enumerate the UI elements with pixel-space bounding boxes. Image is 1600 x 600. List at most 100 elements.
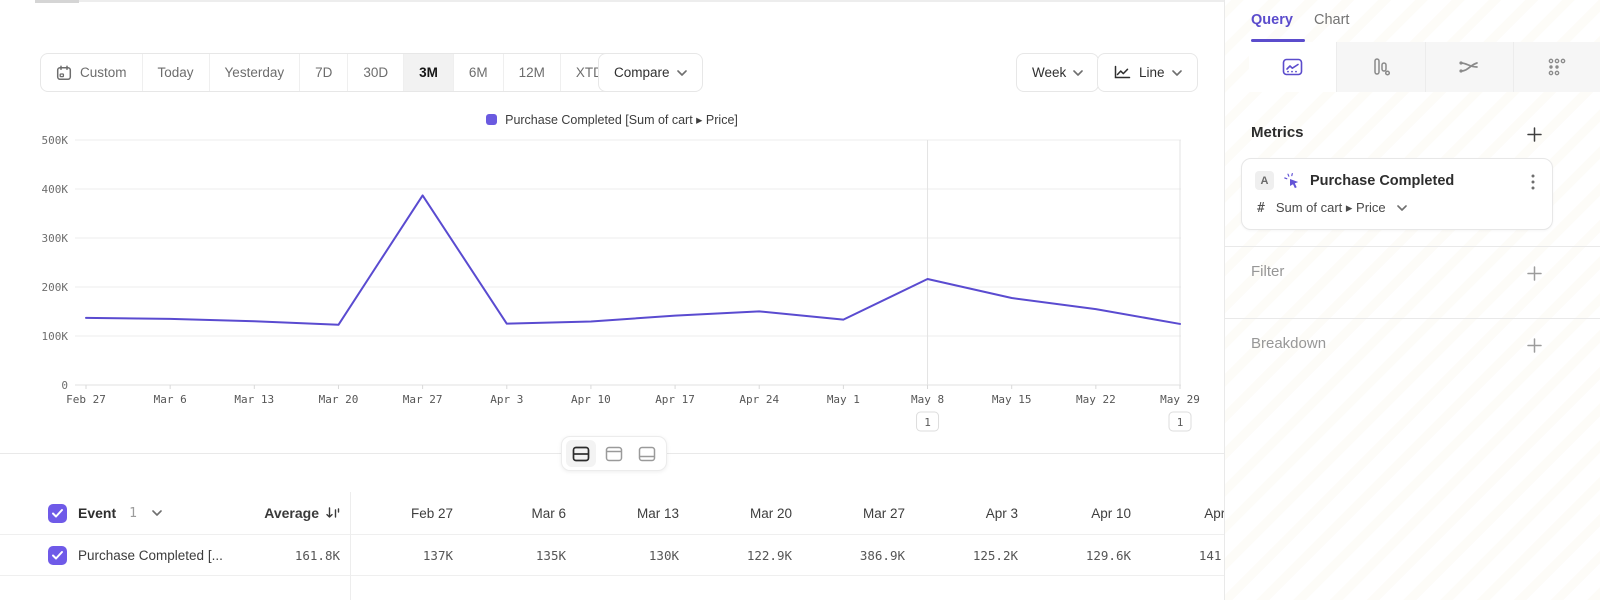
table-header-row: Event 1 Average Feb 27 Mar 6 Mar 13 Mar 20 M… <box>0 492 1224 534</box>
chart-type-flow[interactable] <box>1424 42 1513 92</box>
sort-descending-icon[interactable] <box>325 506 340 520</box>
event-count: 1 <box>129 505 137 521</box>
compare-button[interactable]: Compare <box>598 53 703 92</box>
line-chart-canvas[interactable]: 0 100K 200K 300K 400K 500K Feb 27 Mar 6 Mar 13 Ma… <box>0 0 1224 480</box>
chart-type-bar[interactable] <box>1336 42 1425 92</box>
chevron-down-icon <box>1073 69 1084 76</box>
table-date-column-header[interactable]: Mar 13 <box>636 505 679 521</box>
table-date-column-header[interactable]: Mar 27 <box>862 505 905 521</box>
x-axis-tick-label: Mar 20 <box>319 393 359 406</box>
chart-only-toggle[interactable] <box>599 440 629 467</box>
calendar-icon <box>56 64 72 81</box>
range-yesterday[interactable]: Yesterday <box>208 54 300 91</box>
add-metric-button[interactable] <box>1521 121 1547 147</box>
annotation-badge-count: 1 <box>924 416 931 429</box>
table-date-column-header[interactable]: Apr 10 <box>1091 505 1131 521</box>
x-axis-tick-label: Mar 27 <box>403 393 443 406</box>
y-axis-tick-label: 200K <box>42 281 69 294</box>
row-cell-value: 141.6K <box>1198 547 1224 563</box>
y-axis-tick-label: 100K <box>42 330 69 343</box>
metric-card[interactable]: A Purchase Completed # Sum of cart ▸ Pri… <box>1241 158 1553 230</box>
annotation-badge-count: 1 <box>1177 416 1184 429</box>
event-column-label: Event <box>78 505 117 521</box>
row-event-name: Purchase Completed [... <box>78 547 223 563</box>
range-12m[interactable]: 12M <box>502 54 560 91</box>
series-label: Purchase Completed [Sum of cart ▸ Price] <box>505 113 738 127</box>
row-cell-value: 130K <box>648 547 679 563</box>
series-swatch <box>486 114 498 125</box>
range-30d[interactable]: 30D <box>347 54 403 91</box>
flow-icon <box>1459 61 1478 73</box>
select-all-checkbox[interactable] <box>48 503 67 523</box>
x-axis-tick-label: Apr 24 <box>739 393 779 406</box>
scroll-indicator <box>35 0 79 3</box>
chevron-down-icon <box>1171 69 1182 76</box>
table-date-column-header[interactable]: Mar 20 <box>749 505 792 521</box>
y-axis-tick-label: 0 <box>61 379 68 392</box>
bar-chart-icon <box>1374 58 1390 76</box>
split-view-toggle[interactable] <box>566 440 596 467</box>
range-today[interactable]: Today <box>141 54 209 91</box>
metric-menu-kebab-icon[interactable] <box>1524 173 1542 191</box>
chart-type-selector <box>1249 42 1600 92</box>
row-cell-value: 129.6K <box>1085 547 1131 563</box>
range-6m[interactable]: 6M <box>452 54 503 91</box>
breakdown-section-title: Breakdown <box>1251 335 1327 352</box>
table-date-column-header[interactable]: Apr 17 <box>1204 505 1224 521</box>
chart-type-insights-line[interactable] <box>1249 42 1337 92</box>
range-7d[interactable]: 7D <box>299 54 347 91</box>
x-axis-tick-label: Mar 13 <box>234 393 274 406</box>
tab-chart[interactable]: Chart <box>1314 12 1350 28</box>
row-cell-value: 122.9K <box>746 547 792 563</box>
chart-style-dropdown[interactable]: Line <box>1097 53 1198 92</box>
annotation-badge[interactable] <box>1168 411 1192 432</box>
range-custom[interactable]: Custom <box>41 54 142 91</box>
x-axis-tick-label: Apr 17 <box>655 393 695 406</box>
table-date-column-header[interactable]: Apr 3 <box>985 505 1018 521</box>
table-row: Purchase Completed [... 161.8K 137K 135K 130… <box>0 534 1224 576</box>
chevron-down-icon[interactable] <box>152 510 162 516</box>
metrics-grid-icon <box>1549 58 1566 76</box>
line-chart-icon <box>1113 65 1132 80</box>
row-cell-value: 125.2K <box>972 547 1018 563</box>
metrics-section-title: Metrics <box>1251 124 1304 141</box>
aggregation-selector[interactable]: # Sum of cart ▸ Price <box>1257 200 1407 216</box>
chevron-down-icon <box>676 69 687 76</box>
chart-legend: Purchase Completed [Sum of cart ▸ Price] <box>0 112 1224 127</box>
active-tab-underline <box>1251 39 1305 42</box>
chart-type-metrics[interactable] <box>1512 42 1600 92</box>
interval-dropdown[interactable]: Week <box>1016 53 1100 92</box>
chart-style-label: Line <box>1139 65 1165 80</box>
table-column-divider <box>350 492 351 600</box>
date-range-picker: Custom Today Yesterday 7D 30D 3M 6M 12M XTD <box>40 53 637 92</box>
row-cell-value: 386.9K <box>859 547 905 563</box>
add-breakdown-button[interactable] <box>1521 332 1547 358</box>
results-table: Event 1 Average Feb 27 Mar 6 Mar 13 Mar 20 M… <box>0 492 1224 576</box>
table-date-column-header[interactable]: Feb 27 <box>410 505 453 521</box>
window-top-edge <box>35 0 1224 2</box>
x-axis-tick-label: May 15 <box>992 393 1032 406</box>
table-only-toggle[interactable] <box>632 440 662 467</box>
row-checkbox[interactable] <box>48 545 67 565</box>
range-3m[interactable]: 3M <box>403 54 453 91</box>
aggregation-label: Sum of cart ▸ Price <box>1275 200 1386 215</box>
table-date-column-header[interactable]: Mar 6 <box>531 505 566 521</box>
row-cell-value: 137K <box>422 547 453 563</box>
x-axis-tick-label: Feb 27 <box>66 393 106 406</box>
section-divider <box>1225 318 1600 319</box>
layout-toggle-group <box>561 436 667 471</box>
section-divider <box>1225 246 1600 247</box>
row-average-value: 161.8K <box>294 547 340 563</box>
series-line[interactable] <box>85 194 1181 326</box>
annotation-badge[interactable] <box>916 411 940 432</box>
tab-query[interactable]: Query <box>1251 12 1293 28</box>
average-column-label: Average <box>264 505 319 521</box>
filter-section-title: Filter <box>1251 263 1285 280</box>
insights-line-icon <box>1282 58 1303 76</box>
numeric-hash-icon: # <box>1257 200 1265 216</box>
add-filter-button[interactable] <box>1521 260 1547 286</box>
y-axis-tick-label: 300K <box>42 232 69 245</box>
x-axis-tick-label: Apr 3 <box>490 393 523 406</box>
x-axis-tick-label: May 29 <box>1160 393 1200 406</box>
metric-letter-badge: A <box>1255 171 1274 190</box>
